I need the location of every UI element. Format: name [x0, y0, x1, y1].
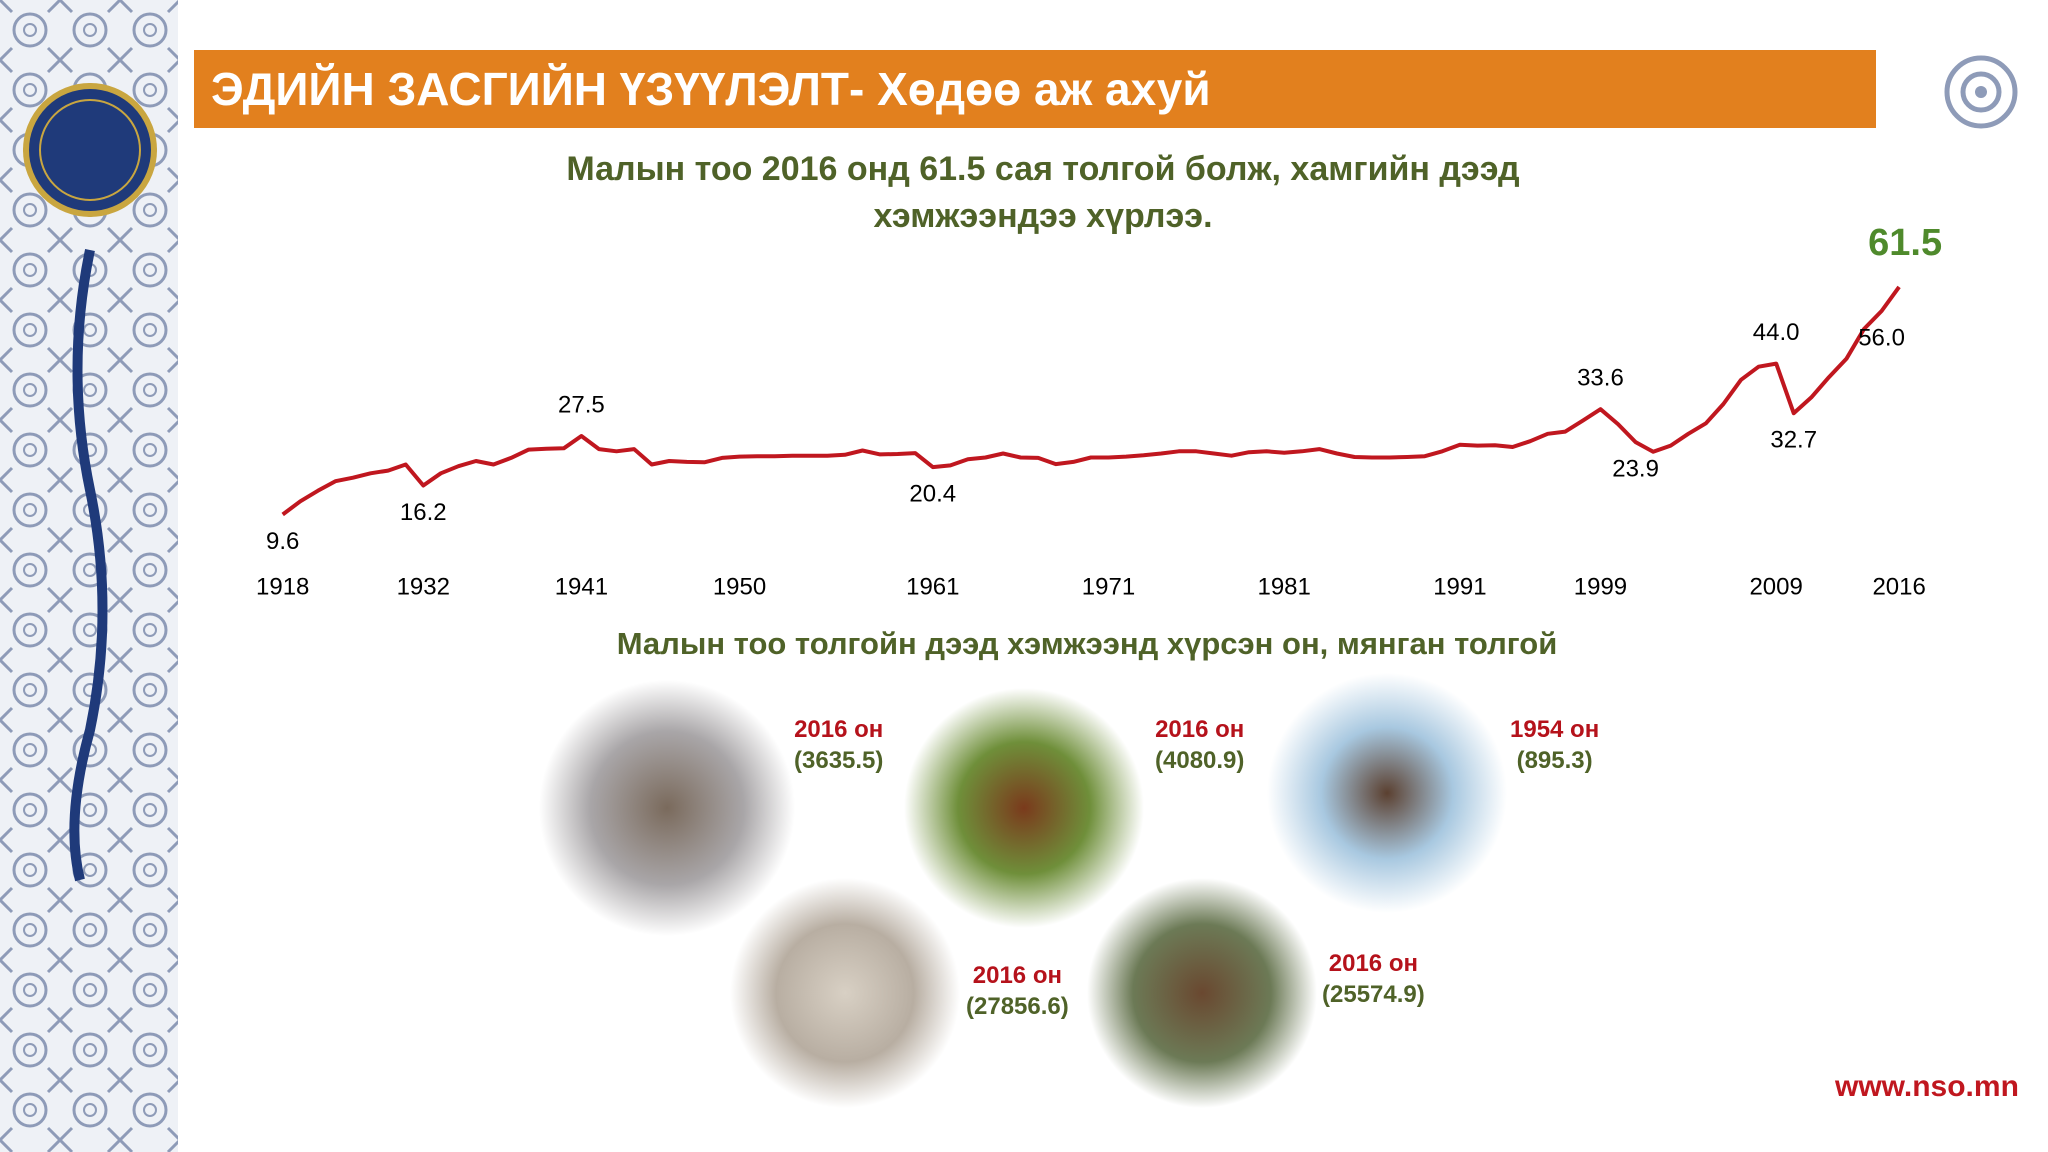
data-label: 16.2: [400, 499, 447, 526]
record: 2016 он (27856.6): [966, 960, 1069, 1022]
logo: [23, 83, 157, 217]
data-line: [281, 285, 1901, 517]
camel-photo: [1267, 673, 1507, 913]
x-tick-label: 1999: [1574, 573, 1627, 600]
x-tick-label: 2009: [1749, 573, 1802, 600]
data-label: 23.9: [1612, 455, 1659, 482]
x-tick-label: 1950: [713, 573, 766, 600]
cattle-photo: [904, 688, 1144, 928]
x-tick-label: 2016: [1872, 573, 1925, 600]
header-title: ЭДИЙН ЗАСГИЙН ҮЗҮҮЛЭЛТ- Хөдөө аж ахуй: [211, 63, 1211, 115]
logo-ring: [39, 99, 141, 201]
x-tick-label: 1941: [555, 573, 608, 600]
record-year: 2016 он: [972, 962, 1062, 989]
header-bar: [194, 50, 1876, 128]
chart-title: Малын тоо 2016 онд 61.5 сая толгой болж,…: [566, 150, 1520, 235]
goat-photo: [1087, 878, 1317, 1108]
record-year: 1954 он: [1510, 716, 1600, 743]
record-year: 2016 он: [1328, 950, 1418, 977]
data-label: 33.6: [1577, 365, 1624, 392]
x-tick-label: 1961: [906, 573, 959, 600]
data-label: 44.0: [1753, 319, 1800, 346]
record-value: (4080.9): [1155, 747, 1245, 774]
x-tick-label: 1981: [1257, 573, 1310, 600]
script-decoration: [69, 248, 108, 882]
record-value: (27856.6): [966, 993, 1069, 1020]
record: 2016 он (4080.9): [1155, 714, 1244, 776]
data-label: 61.5: [1868, 222, 1942, 264]
record-value: (895.3): [1516, 747, 1593, 774]
record-year: 2016 он: [1155, 716, 1245, 743]
x-tick-label: 1918: [256, 573, 309, 600]
record-value: (25574.9): [1322, 981, 1425, 1008]
horse-photo: [539, 680, 795, 936]
records-title: Малын тоо толгойн дээд хэмжээнд хүрсэн о…: [616, 626, 1558, 661]
x-tick-label: 1991: [1433, 573, 1486, 600]
data-label: 32.7: [1770, 427, 1817, 454]
line-chart: 1918 1932 1941 1950 1961 1971 1981 1991 1999 2009…: [256, 222, 1942, 600]
record: 2016 он (25574.9): [1322, 948, 1425, 1010]
sheep-photo: [730, 878, 960, 1108]
data-label: 56.0: [1858, 324, 1905, 351]
data-label: 20.4: [909, 480, 956, 507]
record-value: (3635.5): [794, 747, 884, 774]
website: www.nso.mn: [1835, 1070, 2019, 1103]
record: 1954 он (895.3): [1510, 714, 1599, 776]
corner-ornament: [1944, 55, 2018, 129]
x-tick-label: 1932: [397, 573, 450, 600]
record: 2016 он (3635.5): [794, 714, 883, 776]
x-tick-label: 1971: [1082, 573, 1135, 600]
data-label: 27.5: [558, 391, 605, 418]
data-label: 9.6: [266, 528, 299, 555]
record-year: 2016 он: [794, 716, 884, 743]
